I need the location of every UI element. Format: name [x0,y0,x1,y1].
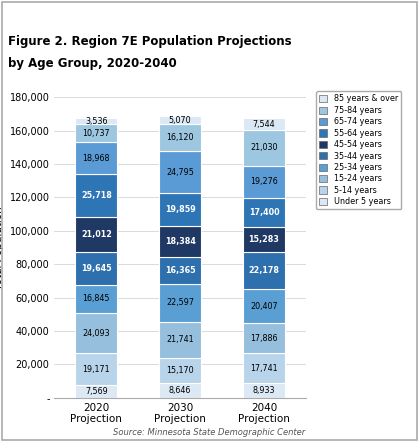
Text: 3,536: 3,536 [85,117,108,126]
Text: 19,276: 19,276 [250,177,278,186]
Bar [243,130,285,165]
Y-axis label: Total Population: Total Population [0,206,4,289]
Bar [243,227,285,252]
Bar [75,174,117,217]
Bar [75,285,117,313]
Text: 15,283: 15,283 [248,235,279,244]
Bar [243,118,285,130]
Text: 18,384: 18,384 [165,237,196,246]
Text: Figure 2. Region 7E Population Projections: Figure 2. Region 7E Population Projectio… [8,35,292,48]
Text: 16,845: 16,845 [83,294,110,303]
Text: 21,030: 21,030 [250,144,278,152]
Text: 24,093: 24,093 [83,328,110,338]
Text: 18,968: 18,968 [83,154,110,163]
Bar [243,252,285,290]
Text: 19,171: 19,171 [83,365,110,373]
Bar [75,142,117,174]
Text: by Age Group, 2020-2040: by Age Group, 2020-2040 [8,57,177,70]
Bar [159,152,201,193]
Bar [75,353,117,385]
Text: 25,718: 25,718 [81,191,112,200]
Bar [243,324,285,353]
Text: 17,400: 17,400 [248,208,279,217]
Text: 19,645: 19,645 [81,264,112,273]
Bar [75,252,117,285]
Text: 15,170: 15,170 [166,366,194,375]
Bar [243,198,285,227]
Text: 8,933: 8,933 [253,386,275,395]
Bar [75,124,117,142]
Bar [75,118,117,124]
Bar [75,385,117,398]
Text: 22,597: 22,597 [166,298,194,307]
Text: 20,407: 20,407 [250,302,278,311]
Bar [159,257,201,284]
Bar [243,165,285,198]
Text: 8,646: 8,646 [169,386,191,395]
Bar [243,353,285,383]
Bar [159,358,201,383]
Bar [159,322,201,358]
Text: Source: Minnesota State Demographic Center: Source: Minnesota State Demographic Cent… [114,428,305,438]
Bar [159,383,201,398]
Bar [243,290,285,324]
Text: 21,012: 21,012 [81,230,112,239]
Bar [75,313,117,353]
Legend: 85 years & over, 75-84 years, 65-74 years, 55-64 years, 45-54 years, 35-44 years: 85 years & over, 75-84 years, 65-74 year… [316,91,401,210]
Bar [243,383,285,398]
Text: 24,795: 24,795 [166,168,194,177]
Text: 17,741: 17,741 [250,364,278,373]
Bar [159,226,201,257]
Text: 10,737: 10,737 [83,129,110,138]
Bar [159,284,201,322]
Text: 17,886: 17,886 [250,334,278,343]
Text: 7,569: 7,569 [85,387,108,396]
Text: 16,120: 16,120 [166,133,194,142]
Text: 16,365: 16,365 [165,266,196,275]
Text: 7,544: 7,544 [253,120,275,129]
Text: 19,859: 19,859 [165,205,196,214]
Bar [159,193,201,226]
Text: 21,741: 21,741 [166,335,194,344]
Bar [159,125,201,152]
Text: 5,070: 5,070 [169,116,191,125]
Bar [159,116,201,125]
Bar [75,217,117,252]
Text: 22,178: 22,178 [248,266,279,275]
